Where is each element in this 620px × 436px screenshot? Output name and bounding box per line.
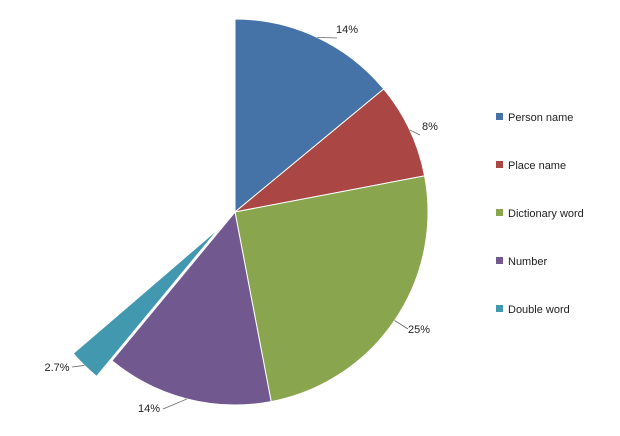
leader-line-person-name <box>317 36 338 39</box>
leader-line-double-word <box>71 365 85 368</box>
legend-swatch-person-name <box>496 113 503 120</box>
data-label-double-word: 2.7% <box>44 362 69 374</box>
legend-label-person-name: Person name <box>508 112 573 124</box>
pie-slice-dictionary-word <box>234 175 429 403</box>
legend-swatch-dictionary-word <box>496 209 503 216</box>
pie-slice-place-name <box>234 88 426 213</box>
data-label-dictionary-word: 25% <box>408 324 430 336</box>
pie-slice-number <box>111 210 272 406</box>
data-label-place-name: 8% <box>422 121 438 133</box>
legend-label-dictionary-word: Dictionary word <box>508 208 584 220</box>
legend-label-number: Number <box>508 256 547 268</box>
legend-swatch-number <box>496 257 503 264</box>
legend-swatch-place-name <box>496 161 503 168</box>
legend-label-double-word: Double word <box>508 304 570 316</box>
legend-swatch-double-word <box>496 305 503 312</box>
pie-slice-double-word <box>72 227 220 378</box>
pie-slice-person-name <box>234 18 385 214</box>
leader-line-place-name <box>409 129 421 136</box>
leader-line-dictionary-word <box>394 320 409 330</box>
legend-label-place-name: Place name <box>508 160 566 172</box>
legend: Person name Place name Dictionary word Numb… <box>496 112 584 316</box>
data-label-person-name: 14% <box>336 24 358 36</box>
data-label-number: 14% <box>138 403 160 415</box>
leader-line-number <box>162 398 188 410</box>
